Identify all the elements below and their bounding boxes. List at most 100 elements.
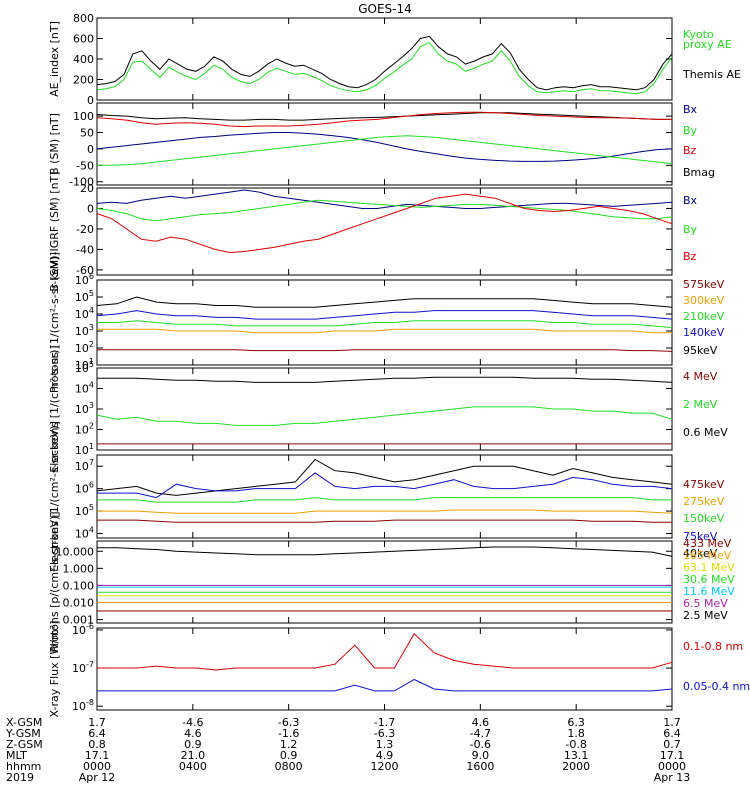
chart-title: GOES-14 xyxy=(358,2,412,16)
series-line-black xyxy=(97,376,673,383)
x-axis-value: -1.7 xyxy=(374,716,395,729)
x-axis-value: 0.9 xyxy=(280,749,298,762)
x-axis-value: 1.7 xyxy=(663,716,681,729)
series-line-green xyxy=(97,497,672,503)
y-tick-label: 104 xyxy=(75,526,94,541)
series-line-green xyxy=(96,406,673,426)
legend-entry: 40keV xyxy=(683,547,718,560)
y-axis-label: AE_index [nT] xyxy=(48,21,61,97)
x-axis-value: 0000 xyxy=(658,760,686,773)
x-axis-value: -0.8 xyxy=(565,738,586,751)
y-tick-label: 0.100 xyxy=(63,579,95,592)
series-line-blue xyxy=(97,472,673,499)
series-line-orange xyxy=(97,328,672,334)
x-axis-value: 4.6 xyxy=(472,716,490,729)
legend-entry: 300keV xyxy=(683,294,725,307)
y-tick-label: 400 xyxy=(73,53,94,66)
legend-entry: Kyoto xyxy=(683,28,714,41)
x-axis-value: 0.8 xyxy=(88,738,106,751)
series-line-green xyxy=(97,135,673,166)
y-axis-label: B (SM)-IGRF (SM) [nT] xyxy=(48,171,61,291)
x-row-label: MLT xyxy=(6,749,27,762)
x-axis-value: -6.3 xyxy=(278,716,299,729)
y-tick-label: 105 xyxy=(75,503,94,518)
y-tick-label: 50 xyxy=(80,127,94,140)
panel-electrons1: 105 104 103 102 101 Electrons [1/(cm²-s-sr)] 4… xyxy=(48,345,728,472)
x-axis-value: 4.9 xyxy=(376,749,394,762)
legend-entry: 11.6 MeV xyxy=(683,585,735,598)
legend-entry: 210keV xyxy=(683,310,725,323)
series-line-red xyxy=(96,193,673,254)
series-line-red xyxy=(96,111,672,128)
y-tick-label: 1.000 xyxy=(63,562,95,575)
legend-entry: 150keV xyxy=(683,512,725,525)
x-axis-value: 1200 xyxy=(371,760,399,773)
legend-entry: 575keV xyxy=(683,278,725,291)
panel-bdiff: 20 0 -20 -40 -60 B (SM)-IGRF (SM) [nT] Bx By Bz xyxy=(48,171,698,291)
legend-entry: 0.1-0.8 nm xyxy=(683,640,743,653)
panel-frame xyxy=(96,187,673,276)
legend-entry: 75keV xyxy=(683,530,718,543)
x-axis-value: 13.1 xyxy=(564,749,589,762)
y-tick-label: 10-7 xyxy=(72,660,94,675)
x-axis-value: 1.3 xyxy=(376,738,394,751)
x-axis-value: -0.6 xyxy=(470,738,491,751)
y-tick-label: 0 xyxy=(87,94,94,107)
legend-entry: 475keV xyxy=(683,478,725,491)
panel-bsm: 100 50 0 -50 -100 B (SM) [nT] Bx By Bz Bmag xyxy=(48,102,715,189)
x-axis-value: Apr 12 xyxy=(79,771,116,784)
series-line-green xyxy=(97,320,673,329)
y-tick-label: 10-8 xyxy=(72,698,94,713)
y-axis-label: Electrons [1/(cm²-s-sr)] xyxy=(48,345,61,472)
y-tick-label: 20 xyxy=(80,182,94,195)
y-axis-label: Electrons [1/(cm²-s-sr-keV)] xyxy=(48,421,61,572)
y-tick-label: 0 xyxy=(87,143,94,156)
series-line-black xyxy=(96,35,673,91)
x-axis-value: 0000 xyxy=(83,760,111,773)
y-tick-label: 105 xyxy=(75,360,94,375)
legend-entry: By xyxy=(683,124,698,137)
x-axis-value: 17.1 xyxy=(85,749,110,762)
x-axis-value: 6.3 xyxy=(567,716,585,729)
series-line-green xyxy=(96,41,673,95)
series-line-navy xyxy=(96,189,673,209)
y-axis-label: X-ray Flux [W/m²] xyxy=(48,621,61,718)
legend-entry: Bmag xyxy=(683,166,715,179)
series-line-blue xyxy=(96,310,673,320)
panel-electrons2: 107 106 105 104 Electrons [1/(cm²-s-sr-keV)]… xyxy=(48,421,725,572)
x-axis-value: -4.6 xyxy=(182,716,203,729)
x-axis-value: -4.7 xyxy=(470,727,491,740)
x-axis-value: 6.4 xyxy=(663,727,681,740)
x-axis-value: 1600 xyxy=(466,760,494,773)
y-tick-label: 0.001 xyxy=(63,614,95,627)
series-line-black xyxy=(96,458,673,496)
y-tick-label: 102 xyxy=(75,340,94,355)
series-line-black xyxy=(96,296,673,308)
x-row-label: X-GSM xyxy=(6,716,42,729)
panel-protons1: 106 105 104 103 102 101 Protons [1/(cm²-s-sr-k… xyxy=(48,252,725,393)
y-tick-label: 103 xyxy=(75,323,94,338)
x-axis-value: 17.1 xyxy=(660,749,685,762)
legend-entry: Themis AE xyxy=(682,68,741,81)
y-tick-label: 800 xyxy=(73,12,94,25)
panel-xray: 10-6 10-7 10-8 X-ray Flux [W/m²] 0.1-0.8 nm 0… xyxy=(48,621,750,718)
legend-entry: 140keV xyxy=(683,326,725,339)
legend-entry: By xyxy=(683,223,698,236)
series-line-navy xyxy=(96,132,673,162)
y-tick-label: 103 xyxy=(75,401,94,416)
y-tick-label: 600 xyxy=(73,33,94,46)
panel-frame xyxy=(96,627,673,711)
x-axis-value: 9.0 xyxy=(472,749,490,762)
legend-entry: 433 MeV xyxy=(683,537,732,550)
y-tick-label: 0 xyxy=(87,202,94,215)
y-tick-label: 101 xyxy=(75,357,94,372)
legend-entry: 6.5 MeV xyxy=(683,597,728,610)
y-tick-label: 10-6 xyxy=(72,622,94,637)
x-axis-value: -6.3 xyxy=(374,727,395,740)
legend-entry: Bx xyxy=(683,103,698,116)
x-axis-value: 0.7 xyxy=(663,738,681,751)
y-tick-label: 100 xyxy=(73,110,94,123)
y-tick-label: -100 xyxy=(69,176,94,189)
y-tick-label: 104 xyxy=(75,306,94,321)
